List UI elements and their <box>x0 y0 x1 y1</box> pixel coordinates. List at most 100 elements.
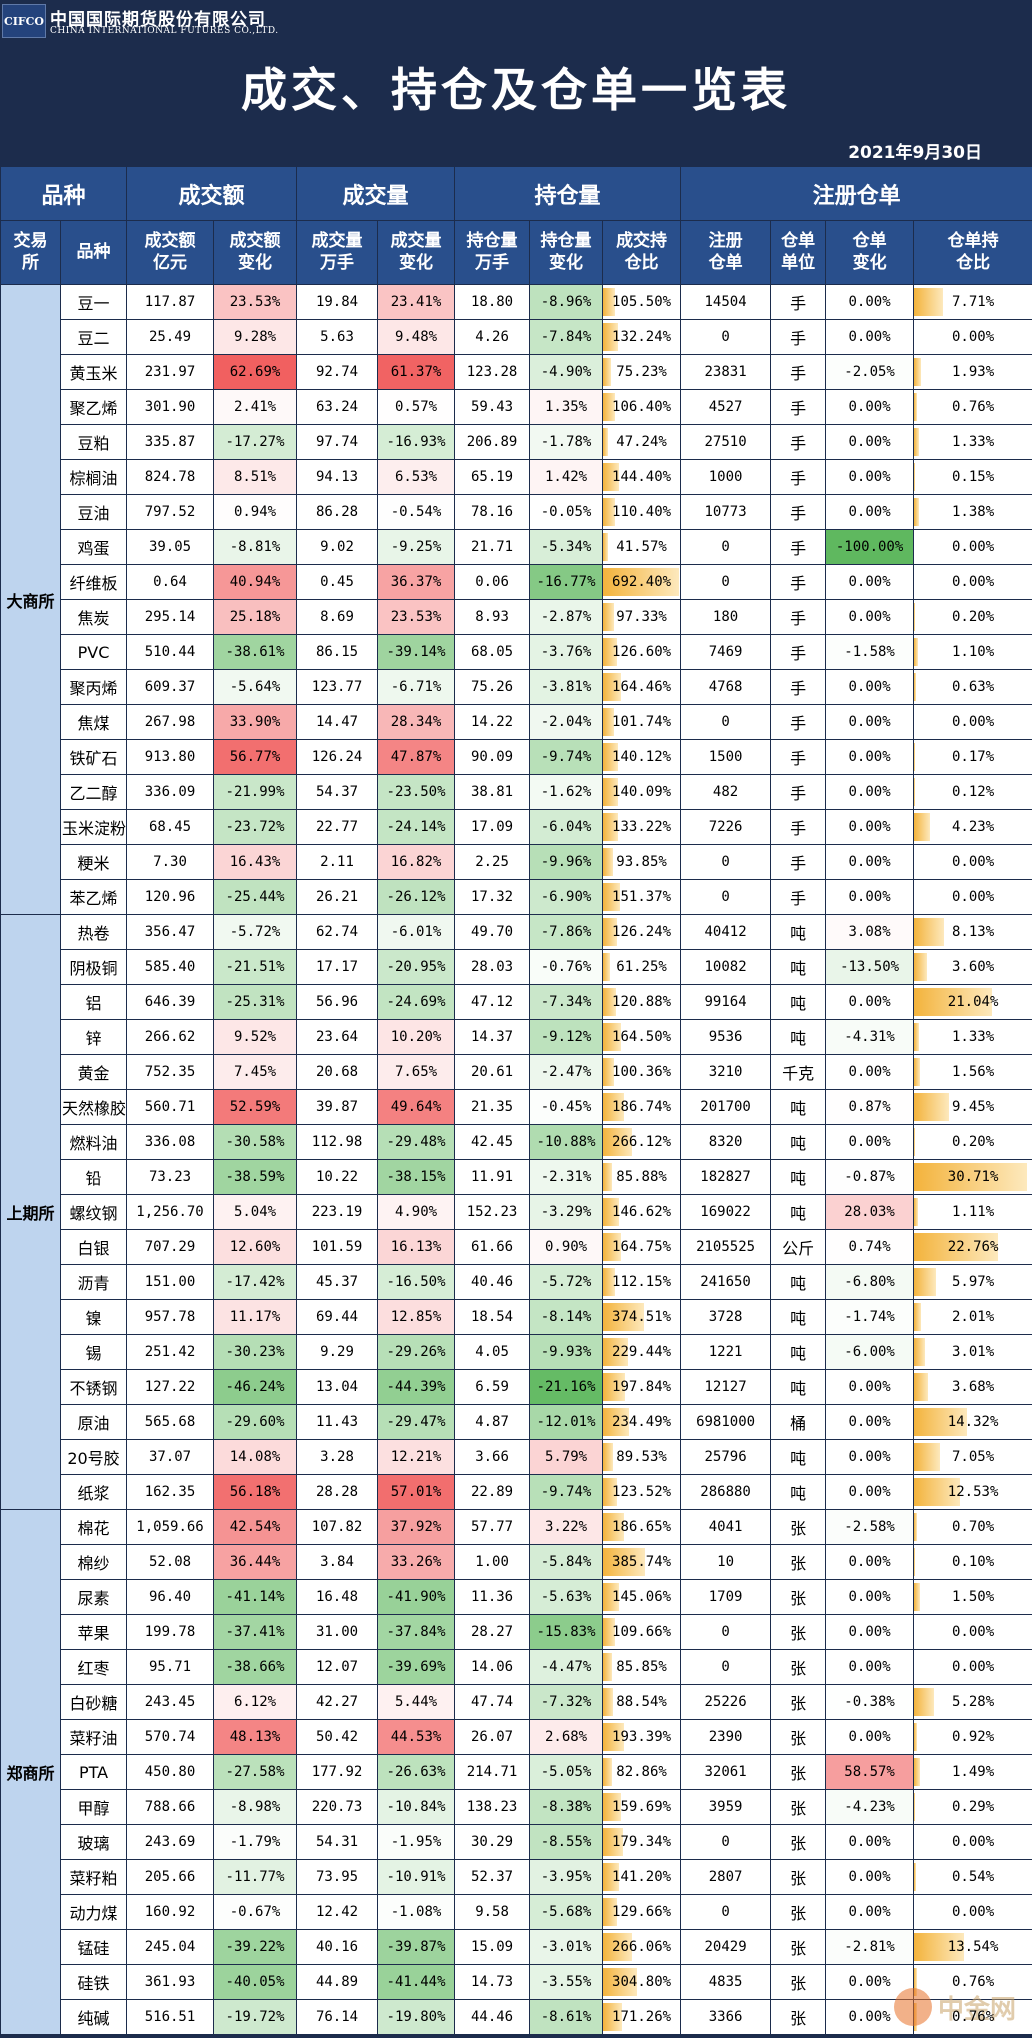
receipt-cell: 10773 <box>680 494 772 530</box>
group-header-warehouse-receipt: 注册仓单 <box>680 166 1032 221</box>
receipt-oi-ratio-cell: 1.33% <box>913 424 1032 460</box>
cell-value: 85.85% <box>616 1659 667 1675</box>
cell-value: 82.86% <box>616 1764 667 1780</box>
turnover-cell: 565.68 <box>126 1404 215 1440</box>
company-logo: CIFCO <box>2 4 46 38</box>
volume-change-cell: 44.53% <box>377 1719 456 1755</box>
cell-value: 0.00% <box>952 1904 995 1920</box>
turnover-cell: 266.62 <box>126 1019 215 1055</box>
receipt-change-cell: 0.00% <box>825 599 915 635</box>
open-interest-change-cell: -6.04% <box>529 809 604 845</box>
column-header: 仓单 单位 <box>770 220 827 285</box>
variety-name: PVC <box>59 634 128 670</box>
cell-value: 164.50% <box>612 1029 672 1045</box>
column-header: 仓单 变化 <box>825 220 915 285</box>
variety-name: 豆二 <box>59 319 128 355</box>
turnover-change-cell: -11.77% <box>213 1859 298 1895</box>
turnover-cell: 162.35 <box>126 1474 215 1510</box>
data-bar <box>914 1723 918 1751</box>
volume-oi-ratio-cell: 164.75% <box>602 1229 682 1265</box>
cell-value: 47.24% <box>616 434 667 450</box>
open-interest-change-cell: -8.38% <box>529 1789 604 1825</box>
volume-change-cell: -16.93% <box>377 424 456 460</box>
variety-name: 豆一 <box>59 284 128 320</box>
volume-change-cell: -41.44% <box>377 1964 456 2000</box>
data-bar <box>603 1373 625 1401</box>
receipt-oi-ratio-cell: 0.00% <box>913 1649 1032 1685</box>
variety-name: 棉花 <box>59 1509 128 1545</box>
receipt-unit-cell: 张 <box>770 1929 827 1965</box>
volume-oi-ratio-cell: 47.24% <box>602 424 682 460</box>
turnover-cell: 151.00 <box>126 1264 215 1300</box>
receipt-oi-ratio-cell: 1.93% <box>913 354 1032 390</box>
variety-name: 铅 <box>59 1159 128 1195</box>
variety-name: 不锈钢 <box>59 1369 128 1405</box>
cell-value: 112.15% <box>612 1274 672 1290</box>
volume-cell: 9.29 <box>296 1334 379 1370</box>
variety-name: 燃料油 <box>59 1124 128 1160</box>
column-header: 成交额 变化 <box>213 220 298 285</box>
data-bar <box>603 918 617 946</box>
receipt-change-cell: -2.58% <box>825 1509 915 1545</box>
receipt-cell: 3728 <box>680 1299 772 1335</box>
volume-oi-ratio-cell: 140.12% <box>602 739 682 775</box>
receipt-change-cell: 3.08% <box>825 914 915 950</box>
volume-oi-ratio-cell: 97.33% <box>602 599 682 635</box>
receipt-cell: 0 <box>680 564 772 600</box>
volume-change-cell: 57.01% <box>377 1474 456 1510</box>
volume-change-cell: -0.54% <box>377 494 456 530</box>
turnover-cell: 95.71 <box>126 1649 215 1685</box>
data-bar <box>603 1268 616 1296</box>
data-bar <box>914 1793 916 1821</box>
data-bar <box>914 1198 919 1226</box>
open-interest-change-cell: -1.62% <box>529 774 604 810</box>
cell-value: 88.54% <box>616 1694 667 1710</box>
receipt-oi-ratio-cell: 0.00% <box>913 1614 1032 1650</box>
receipt-change-cell: 0.00% <box>825 1404 915 1440</box>
volume-cell: 45.37 <box>296 1264 379 1300</box>
receipt-change-cell: 0.00% <box>825 424 915 460</box>
volume-oi-ratio-cell: 41.57% <box>602 529 682 565</box>
cell-value: 0.00% <box>952 1659 995 1675</box>
cell-value: 100.36% <box>612 1064 672 1080</box>
volume-change-cell: -26.12% <box>377 879 456 915</box>
cell-value: 110.40% <box>612 504 672 520</box>
receipt-oi-ratio-cell: 3.01% <box>913 1334 1032 1370</box>
volume-oi-ratio-cell: 179.34% <box>602 1824 682 1860</box>
data-bar <box>914 1758 920 1786</box>
open-interest-change-cell: -5.63% <box>529 1579 604 1615</box>
data-bar <box>914 1478 961 1506</box>
receipt-cell: 9536 <box>680 1019 772 1055</box>
table-row: 白砂糖 243.45 6.12% 42.27 5.44% 47.74 -7.32% 88.54… <box>1 1684 1032 1720</box>
data-bar <box>603 1653 613 1681</box>
receipt-unit-cell: 张 <box>770 1964 827 2000</box>
data-bar <box>603 463 619 491</box>
variety-name: 纯碱 <box>59 1999 128 2035</box>
turnover-change-cell: -5.72% <box>213 914 298 950</box>
data-bar <box>603 673 622 701</box>
open-interest-cell: 30.29 <box>454 1824 531 1860</box>
receipt-oi-ratio-cell: 8.13% <box>913 914 1032 950</box>
volume-cell: 86.15 <box>296 634 379 670</box>
receipt-oi-ratio-cell: 0.00% <box>913 1894 1032 1930</box>
receipt-unit-cell: 手 <box>770 809 827 845</box>
volume-oi-ratio-cell: 82.86% <box>602 1754 682 1790</box>
data-bar <box>603 1478 617 1506</box>
open-interest-cell: 90.09 <box>454 739 531 775</box>
table-row: 玻璃 243.69 -1.79% 54.31 -1.95% 30.29 -8.55% 179.… <box>1 1824 1032 1860</box>
receipt-cell: 10 <box>680 1544 772 1580</box>
receipt-oi-ratio-cell: 1.33% <box>913 1019 1032 1055</box>
receipt-oi-ratio-cell: 12.53% <box>913 1474 1032 1510</box>
open-interest-cell: 47.74 <box>454 1684 531 1720</box>
volume-cell: 94.13 <box>296 459 379 495</box>
receipt-unit-cell: 张 <box>770 1999 827 2035</box>
open-interest-change-cell: -8.55% <box>529 1824 604 1860</box>
data-bar <box>914 603 915 631</box>
receipt-change-cell: 0.00% <box>825 1439 915 1475</box>
volume-cell: 20.68 <box>296 1054 379 1090</box>
volume-cell: 44.89 <box>296 1964 379 2000</box>
receipt-unit-cell: 张 <box>770 1894 827 1930</box>
receipt-cell: 25796 <box>680 1439 772 1475</box>
variety-name: 20号胶 <box>59 1439 128 1475</box>
group-header-open-interest: 持仓量 <box>454 166 682 221</box>
